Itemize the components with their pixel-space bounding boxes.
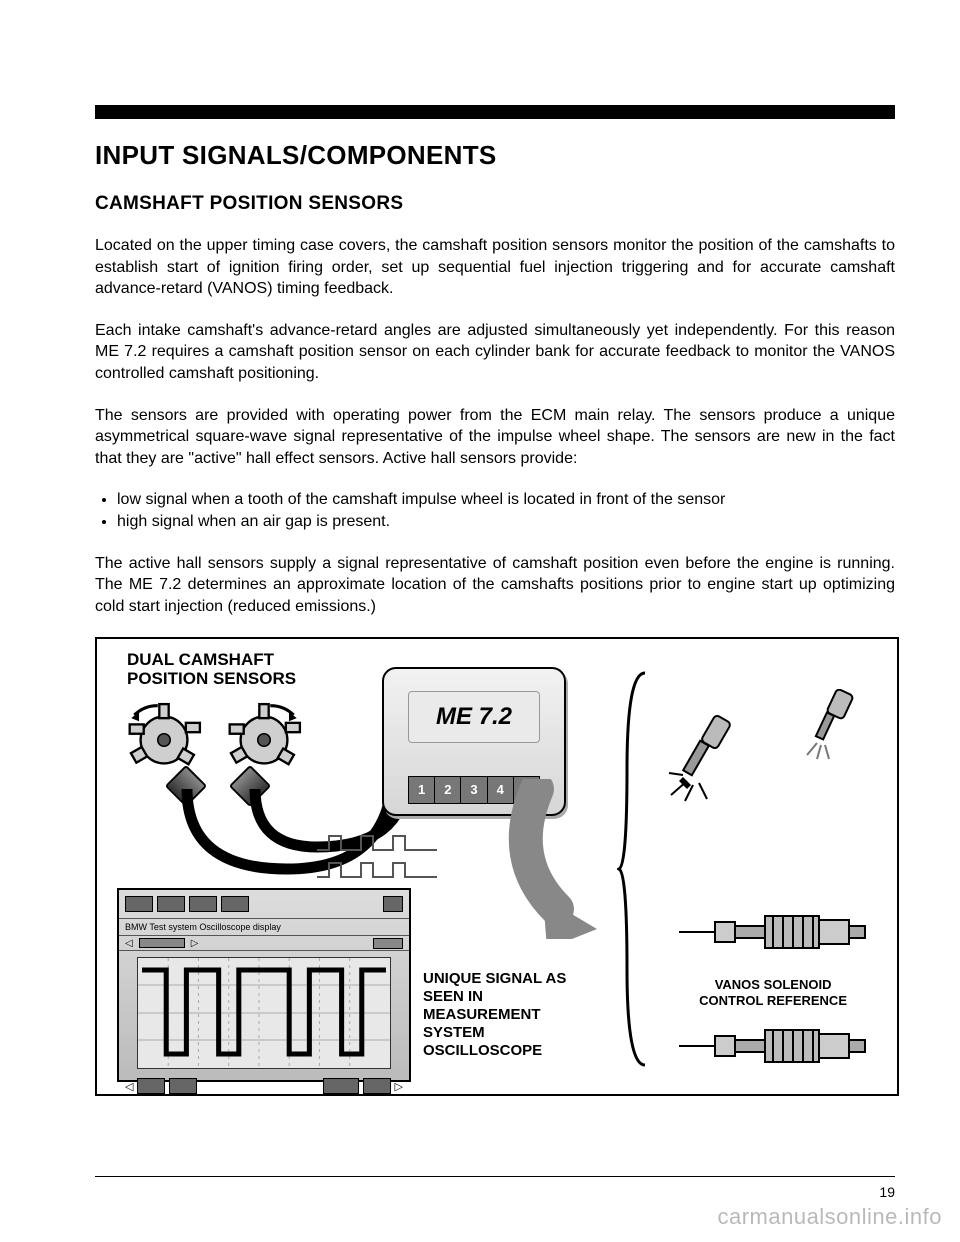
vanos-label: VANOS SOLENOID CONTROL REFERENCE (699, 977, 847, 1008)
list-item: high signal when an air gap is present. (117, 511, 895, 533)
ecu-label: ME 7.2 (408, 691, 540, 743)
fuel-injector-icon (803, 689, 863, 764)
section-title: CAMSHAFT POSITION SENSORS (95, 193, 895, 215)
scope-toolbar (119, 890, 409, 919)
scope-button-icon (189, 896, 217, 912)
scope-button-icon (373, 938, 403, 949)
vanos-label-line2: CONTROL REFERENCE (699, 993, 847, 1008)
footer-rule (95, 1176, 895, 1177)
brace-icon (617, 669, 647, 1069)
scope-subbar: ◁ ▷ (119, 936, 409, 951)
scope-arrow-right-icon: ▷ (395, 1080, 403, 1093)
header-bar (95, 105, 895, 119)
body-paragraph: The active hall sensors supply a signal … (95, 553, 895, 618)
square-wave-icon (317, 834, 437, 852)
scope-slider-icon (139, 938, 185, 948)
scope-arrow-left-icon: ◁ (125, 1080, 133, 1093)
scope-arrow-right-icon: ▷ (191, 938, 199, 949)
ecu-pin: 2 (435, 777, 461, 803)
vanos-solenoid-icon (679, 910, 869, 954)
diagram-title: DUAL CAMSHAFT POSITION SENSORS (127, 651, 296, 688)
bullet-list: low signal when a tooth of the camshaft … (95, 489, 895, 532)
output-arrow-icon (497, 779, 637, 939)
oscilloscope-icon: BMW Test system Oscilloscope display ◁ ▷ (117, 888, 411, 1082)
ignition-coil-icon (667, 713, 747, 803)
body-paragraph: Each intake camshaft's advance-retard an… (95, 320, 895, 385)
scope-title-text: BMW Test system Oscilloscope display (125, 922, 281, 932)
diagram-title-line1: DUAL CAMSHAFT (127, 650, 274, 669)
scope-button-icon (383, 896, 403, 912)
ecu-pin: 1 (409, 777, 435, 803)
body-paragraph: The sensors are provided with operating … (95, 405, 895, 470)
scope-button-icon (137, 1078, 165, 1094)
diagram-title-line2: POSITION SENSORS (127, 669, 296, 688)
diagram-box: DUAL CAMSHAFT POSITION SENSORS (95, 637, 899, 1096)
scope-button-icon (169, 1078, 197, 1094)
body-paragraph: Located on the upper timing case covers,… (95, 235, 895, 300)
scope-button-icon (157, 896, 185, 912)
scope-titlebar: BMW Test system Oscilloscope display (119, 919, 409, 936)
scope-button-icon (323, 1078, 359, 1094)
page-number: 19 (879, 1184, 895, 1200)
vanos-solenoid-icon (679, 1024, 869, 1068)
list-item: low signal when a tooth of the camshaft … (117, 489, 895, 511)
document-page: INPUT SIGNALS/COMPONENTS CAMSHAFT POSITI… (0, 0, 960, 1242)
diagram-annotation: UNIQUE SIGNAL AS SEEN IN MEASUREMENT SYS… (423, 970, 593, 1060)
scope-button-icon (363, 1078, 391, 1094)
scope-button-icon (221, 896, 249, 912)
vanos-label-line1: VANOS SOLENOID (715, 977, 832, 992)
content-area: INPUT SIGNALS/COMPONENTS CAMSHAFT POSITI… (95, 140, 895, 1096)
ecu-pin: 3 (461, 777, 487, 803)
scope-bottom-bar: ◁ ▷ (119, 1075, 409, 1096)
scope-arrow-left-icon: ◁ (125, 938, 133, 949)
scope-button-icon (125, 896, 153, 912)
scope-screen (137, 957, 391, 1069)
watermark-text: carmanualsonline.info (717, 1204, 942, 1230)
page-title: INPUT SIGNALS/COMPONENTS (95, 140, 895, 171)
square-wave-icon (317, 861, 437, 879)
